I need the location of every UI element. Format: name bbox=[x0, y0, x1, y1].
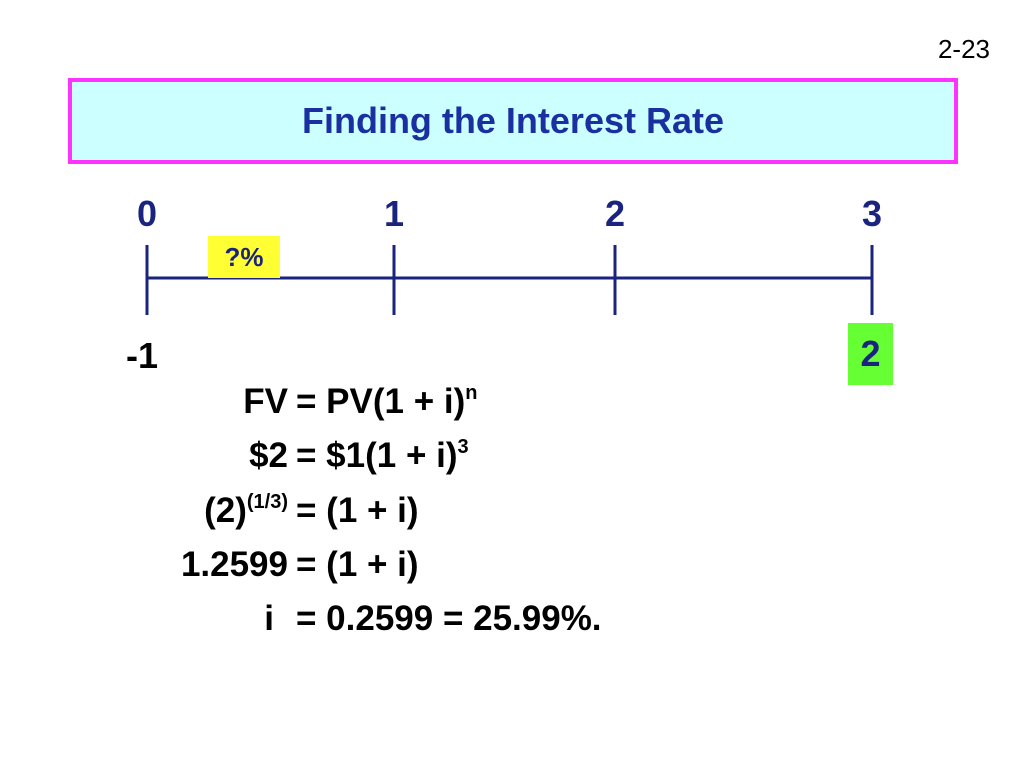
rate-box: ?% bbox=[208, 236, 280, 278]
superscript: (1/3) bbox=[246, 491, 288, 513]
cash-flow-box: 2 bbox=[848, 323, 893, 385]
rate: ?% bbox=[224, 241, 264, 272]
rhs-text: = $1(1 + i) bbox=[296, 436, 458, 475]
equation: 1.2599 = (1 + i) bbox=[0, 545, 1024, 595]
cash-flow: -1 bbox=[126, 335, 159, 376]
cash-flow: 2 bbox=[860, 333, 881, 374]
equation-rhs: = (1 + i) bbox=[296, 545, 419, 584]
equation-lhs: (2)(1/3) bbox=[204, 491, 288, 531]
superscript: 3 bbox=[457, 436, 469, 458]
title-box: Finding the Interest Rate bbox=[68, 78, 958, 164]
equation-lhs: $2 bbox=[249, 436, 288, 475]
period-label: 0 bbox=[136, 193, 158, 234]
rhs-text: = PV(1 + i) bbox=[296, 382, 466, 421]
equation: $2 = $1(1 + i)3 bbox=[0, 436, 1024, 486]
equation-lhs: 1.2599 bbox=[180, 545, 288, 584]
equation: i = 0.2599 = 25.99%. bbox=[0, 599, 1024, 649]
equation-rhs: = 0.2599 = 25.99%. bbox=[296, 599, 602, 638]
equation-rhs: = PV(1 + i)n bbox=[296, 382, 477, 422]
equation: FV = PV(1 + i)n bbox=[0, 382, 1024, 432]
equation-rhs: = $1(1 + i)3 bbox=[296, 436, 469, 476]
lhs-text: (2) bbox=[204, 491, 247, 530]
period-label: 1 bbox=[383, 193, 405, 234]
period-label: 2 bbox=[604, 193, 626, 234]
equation-lhs: i bbox=[264, 599, 274, 638]
equation: (2)(1/3) = (1 + i) bbox=[0, 491, 1024, 541]
period-label: 3 bbox=[861, 193, 883, 234]
superscript: n bbox=[465, 382, 478, 404]
slide-number: 2-23 bbox=[937, 34, 990, 64]
equation-lhs: FV bbox=[243, 382, 288, 421]
title: Finding the Interest Rate bbox=[301, 100, 725, 141]
equation-rhs: = (1 + i) bbox=[296, 491, 419, 530]
